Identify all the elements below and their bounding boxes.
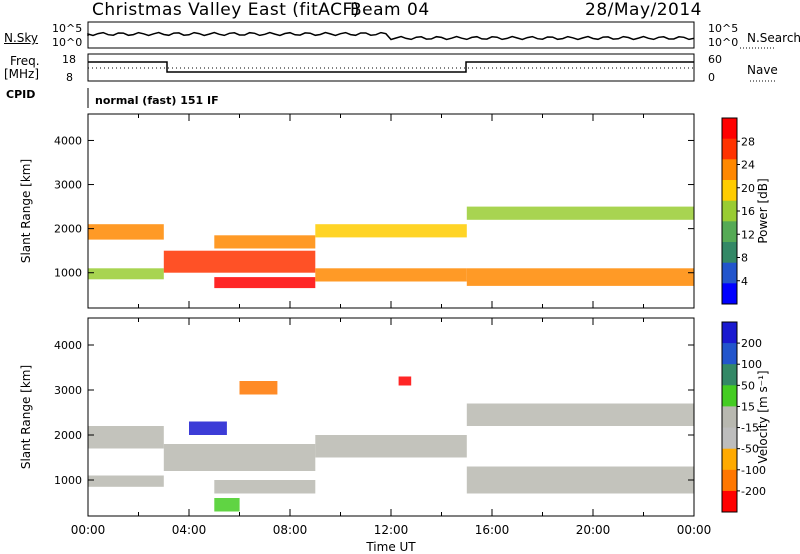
echo-band	[214, 498, 240, 512]
y-tick-label: 1000	[54, 474, 82, 487]
y-tick-label: 3000	[54, 384, 82, 397]
colorbar-tick-label: 12	[741, 228, 755, 241]
cpid-value: normal (fast) 151 IF	[95, 94, 219, 107]
colorbar-segment	[722, 138, 737, 160]
time-xlabel: Time UT	[365, 540, 416, 554]
freq-trace	[88, 61, 694, 73]
x-tick-label: 20:00	[576, 523, 611, 537]
velocity-ylabel: Slant Range [km]	[19, 365, 33, 469]
echo-band	[88, 268, 164, 280]
colorbar-tick-label: 28	[741, 135, 755, 148]
echo-band	[466, 206, 695, 220]
x-tick-label: 00:00	[677, 523, 712, 537]
nsearch-label: N.Search	[747, 31, 800, 45]
y-tick-label: 3000	[54, 179, 82, 192]
nsky-panel	[87, 21, 695, 49]
velocity-colorbar-label: Velocity [m s⁻¹]	[756, 370, 770, 463]
y-tick-label: 4000	[54, 134, 82, 147]
beam-title: Beam 04	[350, 0, 430, 20]
nsky-label: N.Sky	[4, 31, 39, 45]
echo-band	[466, 403, 695, 426]
echo-band	[466, 268, 695, 286]
colorbar-segment	[722, 343, 737, 365]
colorbar-frame	[721, 321, 738, 513]
echo-band	[315, 224, 467, 238]
colorbar-tick-label: 4	[741, 275, 748, 288]
colorbar-segment	[722, 406, 737, 428]
nsky-trace	[87, 31, 695, 41]
colorbar-tick-label: -50	[741, 443, 759, 456]
colorbar-segment	[722, 283, 737, 305]
y-tick-label: 1000	[54, 267, 82, 280]
echo-band	[88, 426, 164, 449]
freq-tick-high: 18	[62, 53, 76, 66]
colorbar-tick-label: 24	[741, 159, 755, 172]
colorbar-segment	[722, 469, 737, 492]
echo-band	[214, 480, 316, 494]
x-tick-label: 00:00	[71, 523, 106, 537]
radar-title: Christmas Valley East (fitACF)	[92, 0, 360, 20]
colorbar-segment	[722, 159, 737, 181]
nsearch-tick-low: 10^0	[708, 36, 739, 49]
colorbar-segment	[722, 364, 737, 386]
echo-band	[315, 268, 467, 282]
echo-band	[398, 376, 412, 386]
colorbar-tick-label: -15	[741, 422, 759, 435]
power-ylabel: Slant Range [km]	[19, 159, 33, 263]
echo-band	[239, 381, 278, 395]
echo-band	[466, 466, 695, 494]
colorbar-segment	[722, 262, 737, 284]
colorbar-segment	[722, 200, 737, 222]
nave-label: Nave	[747, 63, 778, 77]
colorbar-segment	[722, 490, 737, 513]
x-tick-label: 04:00	[172, 523, 207, 537]
colorbar-segment	[722, 322, 737, 344]
freq-panel	[87, 53, 695, 82]
cpid-label: CPID	[6, 88, 36, 101]
colorbar-segment	[722, 448, 737, 471]
colorbar-tick-label: -100	[741, 464, 766, 477]
colorbar-segment	[722, 242, 737, 264]
freq-label-1: Freq.	[10, 54, 40, 68]
x-tick-label: 08:00	[273, 523, 308, 537]
y-tick-label: 4000	[54, 339, 82, 352]
colorbar-segment	[722, 221, 737, 243]
nave-tick-high: 60	[708, 53, 722, 66]
colorbar-tick-label: 8	[741, 252, 748, 265]
echo-band	[189, 421, 227, 435]
colorbar-tick-label: 100	[741, 358, 762, 371]
echo-band	[88, 475, 164, 487]
colorbar-segment	[722, 385, 737, 407]
echo-band	[163, 444, 316, 471]
nsearch-tick-high: 10^5	[708, 22, 739, 35]
nsky-tick-low: 10^0	[52, 36, 83, 49]
y-tick-label: 2000	[54, 223, 82, 236]
colorbar-tick-label: 20	[741, 182, 755, 195]
echo-band	[214, 277, 316, 289]
colorbar-tick-label: 15	[741, 400, 755, 413]
colorbar-segment	[722, 118, 737, 140]
echo-band	[315, 435, 467, 458]
y-tick-label: 2000	[54, 429, 82, 442]
nsky-tick-high: 10^5	[52, 22, 83, 35]
echo-band	[163, 250, 316, 273]
colorbar-segment	[722, 180, 737, 202]
colorbar-tick-label: 200	[741, 337, 762, 350]
echo-band	[88, 224, 164, 240]
power-colorbar-label: Power [dB]	[756, 178, 770, 243]
x-tick-label: 16:00	[475, 523, 510, 537]
colorbar-tick-label: -200	[741, 485, 766, 498]
echo-band	[214, 235, 316, 249]
freq-label-2: [MHz]	[4, 67, 40, 81]
date-title: 28/May/2014	[585, 0, 702, 20]
nave-tick-low: 0	[708, 71, 715, 84]
colorbar-tick-label: 50	[741, 379, 755, 392]
x-tick-label: 12:00	[374, 523, 409, 537]
freq-tick-low: 8	[66, 71, 73, 84]
colorbar-tick-label: 16	[741, 205, 755, 218]
colorbar-segment	[722, 427, 737, 450]
